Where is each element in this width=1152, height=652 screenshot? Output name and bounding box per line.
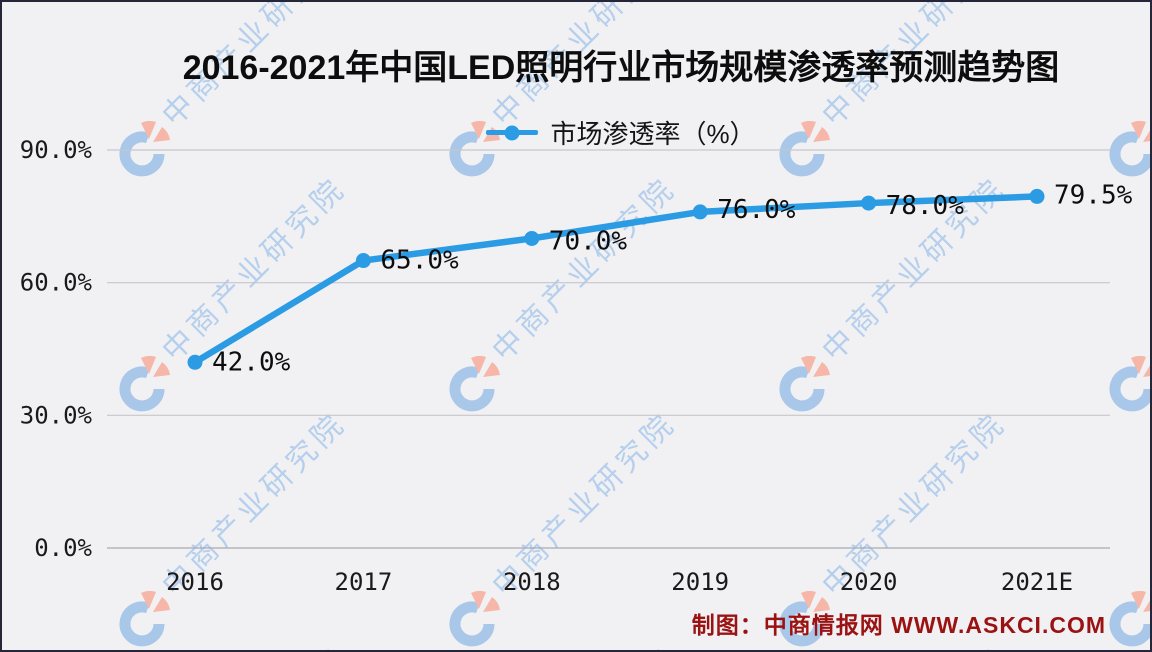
- watermark-logo-icon: [1101, 590, 1150, 650]
- watermark-logo-icon: [1101, 120, 1150, 183]
- watermark-logo-icon: [441, 590, 503, 650]
- watermark-logo-icon: [111, 355, 173, 418]
- data-point: [187, 354, 203, 370]
- data-point-label: 70.0%: [549, 226, 628, 256]
- x-axis-tick-label: 2020: [840, 568, 898, 596]
- credit-text: 制图：中商情报网 WWW.ASKCI.COM: [691, 612, 1106, 638]
- data-point-label: 65.0%: [380, 246, 459, 276]
- x-axis-tick-label: 2021E: [1001, 568, 1073, 596]
- data-point-label: 42.0%: [212, 347, 291, 377]
- watermark-logo-icon: [441, 355, 503, 418]
- data-point-label: 78.0%: [886, 191, 965, 221]
- x-axis-tick-label: 2017: [335, 568, 393, 596]
- y-axis-tick-label: 60.0%: [20, 269, 93, 297]
- legend-label: 市场渗透率（%）: [550, 119, 756, 149]
- data-point-label: 79.5%: [1054, 180, 1133, 210]
- y-axis-tick-label: 30.0%: [20, 401, 93, 429]
- data-point: [524, 230, 540, 246]
- watermark-logo-icon: [111, 590, 173, 650]
- watermark-logo-icon: [771, 120, 833, 183]
- x-axis-tick-label: 2019: [671, 568, 729, 596]
- watermark-logo-icon: [1101, 355, 1150, 418]
- watermark-logo-icon: [111, 120, 173, 183]
- legend-line-marker-icon: [486, 125, 539, 140]
- watermark-logo-icon: [771, 355, 833, 418]
- data-point-label: 76.0%: [717, 195, 796, 225]
- x-axis-tick-label: 2018: [503, 568, 561, 596]
- chart-title: 2016-2021年中国LED照明行业市场规模渗透率预测趋势图: [182, 49, 1060, 87]
- y-axis-tick-label: 90.0%: [20, 136, 93, 164]
- series-line: [191, 193, 1041, 366]
- watermark-logo-icon: [771, 590, 833, 650]
- data-point: [355, 253, 371, 269]
- x-axis-tick-label: 2016: [166, 568, 224, 596]
- data-point: [861, 195, 877, 211]
- data-point: [692, 204, 708, 220]
- legend-dot-icon: [504, 125, 520, 140]
- legend: 市场渗透率（%）: [92, 114, 1150, 151]
- data-point: [1029, 188, 1045, 204]
- y-axis-tick-label: 0.0%: [34, 534, 92, 562]
